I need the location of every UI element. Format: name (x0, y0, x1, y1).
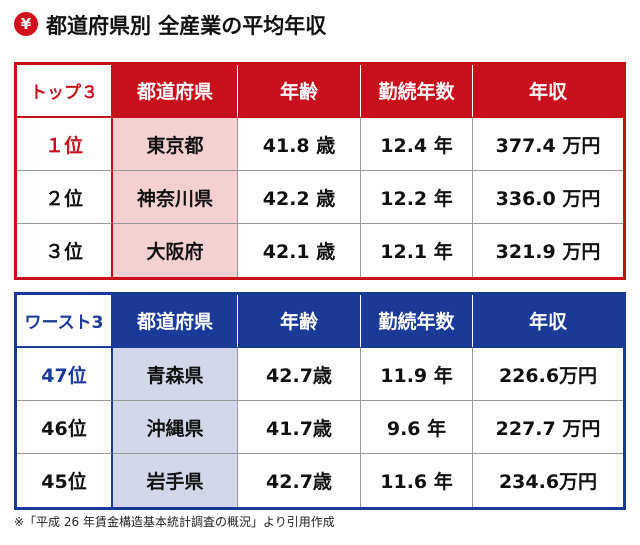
data-cell: 大阪府 (113, 224, 238, 277)
data-cell: 東京都 (113, 118, 238, 171)
header-cell: 勤続年数 (361, 295, 473, 348)
rank-cell: ２位 (17, 171, 113, 224)
rank-cell: ３位 (17, 224, 113, 277)
data-cell: 12.1 年 (361, 224, 473, 277)
data-cell: 11.6 年 (361, 454, 473, 507)
data-cell: 234.6万円 (498, 471, 598, 493)
header-cell: トップ３ (17, 65, 113, 118)
data-cell: 226.6万円 (473, 348, 623, 401)
data-cell: 岩手県 (113, 454, 238, 507)
data-cell: 青森県 (113, 348, 238, 401)
data-cell: 12.2 年 (361, 171, 473, 224)
header-cell: 年収 (473, 295, 623, 348)
data-cell: 336.0 万円 (473, 171, 623, 224)
data-cell: 41.8 歳 (238, 118, 361, 171)
header-cell: ワースト3 (17, 295, 113, 348)
data-cell: 12.4 年 (361, 118, 473, 171)
yen-icon: ¥ (14, 12, 38, 36)
rank-cell: 46位 (17, 401, 113, 454)
data-cell: 321.9 万円 (495, 241, 601, 263)
data-cell: 11.9 年 (361, 348, 473, 401)
title: 都道府県別 全産業の平均年収 (46, 14, 327, 38)
top-table: トップ３ 都道府県 年齢 勤続年数 年収 １位 東京都 41.8 歳 12.4 年 377.4 万… (14, 62, 626, 280)
data-cell: 227.7 万円 (473, 401, 623, 454)
data-cell: 42.7歳 (238, 454, 361, 507)
data-cell: 42.7歳 (238, 348, 361, 401)
header-cell: 年収 (473, 65, 623, 118)
header-cell: 都道府県 (113, 295, 238, 348)
data-cell: 41.7歳 (238, 401, 361, 454)
header-cell: 勤続年数 (361, 65, 473, 118)
data-cell: 神奈川県 (113, 171, 238, 224)
rank-cell: 45位 (17, 454, 113, 507)
header-cell: 都道府県 (113, 65, 238, 118)
rank-cell: １位 (17, 118, 113, 171)
header-cell: 年齢 (238, 65, 361, 118)
worst-table: ワースト3 都道府県 年齢 勤続年数 年収 47位 青森県 42.7歳 11.9 年 226.6万… (14, 292, 626, 510)
data-cell: 377.4 万円 (473, 118, 623, 171)
footnote: ※「平成 26 年賃金構造基本統計調査の概況」より引用作成 (14, 515, 335, 529)
data-cell: 42.1 歳 (238, 224, 361, 277)
header-cell: 年齢 (238, 295, 361, 348)
data-cell: 9.6 年 (361, 401, 473, 454)
data-cell: 42.2 歳 (238, 171, 361, 224)
rank-cell: 47位 (17, 348, 113, 401)
data-cell: 沖縄県 (113, 401, 238, 454)
